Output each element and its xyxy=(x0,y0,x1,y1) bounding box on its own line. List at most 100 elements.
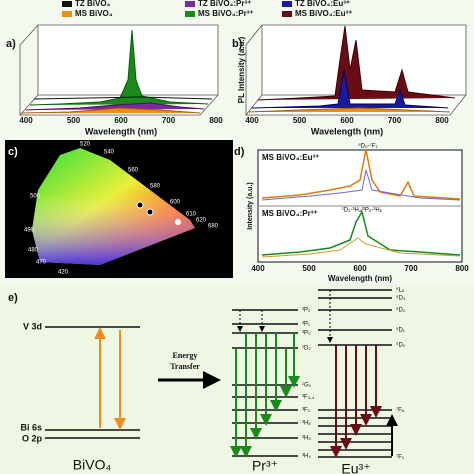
x-tick-label: 600 xyxy=(353,264,367,273)
wavelength-label: 560 xyxy=(128,168,139,174)
level-label: O 2p xyxy=(22,433,43,443)
annotation: Transfer xyxy=(170,362,200,371)
level-label: ³F₂ xyxy=(302,408,311,414)
cie-diagram xyxy=(32,148,195,265)
curve xyxy=(261,169,461,201)
curve xyxy=(261,210,461,256)
x-tick-label: 700 xyxy=(388,116,402,125)
series-label: MS BiVO₄:Pr³⁺ xyxy=(262,209,318,218)
wavelength-label: 470 xyxy=(36,260,47,266)
wavelength-label: 580 xyxy=(150,184,161,190)
wavelength-label: 480 xyxy=(28,248,39,254)
legend-swatch xyxy=(62,11,72,17)
x-tick-label: 500 xyxy=(67,116,81,125)
level-label: ⁵D₂ xyxy=(396,307,406,314)
level-label: ³H₆ xyxy=(302,421,311,427)
legend-label: MS BiVO₄:Eu³⁺ xyxy=(295,9,352,18)
panel-a xyxy=(19,24,219,116)
eu-levels xyxy=(318,289,392,458)
wavelength-label: 610 xyxy=(186,212,197,218)
wavelength-label: 500 xyxy=(30,194,41,200)
legend-swatch xyxy=(62,1,72,7)
level-label: ¹D₂ xyxy=(302,346,311,352)
y-axis-label: PL Intensity (a.u.) xyxy=(237,36,246,103)
panel-label: c) xyxy=(8,146,18,158)
legend-swatch xyxy=(185,11,195,17)
x-tick-label: 400 xyxy=(245,116,259,125)
legend-label: MS BiVO₄:Pr³⁺ xyxy=(198,9,254,18)
y-axis-label: Intensity (a.u.) xyxy=(247,182,254,229)
series-label: MS BiVO₄:Eu³⁺ xyxy=(262,153,319,162)
panel-d xyxy=(257,149,463,263)
panel-label: b) xyxy=(232,38,243,50)
x-tick-label: 500 xyxy=(293,116,307,125)
shape: TZ BiVO₄ TZ BiVO₄:Pr³⁺ TZ BiVO₄:Eu³⁺MS BiV… xyxy=(6,0,469,474)
level-label: ⁵D₀ xyxy=(396,342,406,349)
ion-name: Pr³⁺ xyxy=(252,458,278,474)
legend-label: TZ BiVO₄ xyxy=(75,0,111,8)
wavelength-label: 540 xyxy=(104,150,115,156)
panel-c xyxy=(5,140,233,278)
wavelength-label: 600 xyxy=(170,200,181,206)
wavelength-label: 620 xyxy=(196,218,207,224)
level-label: ⁵D₃ xyxy=(396,295,406,302)
legend-swatch xyxy=(282,1,292,7)
wavelength-label: 680 xyxy=(208,224,219,230)
legend-label: TZ BiVO₄:Eu³⁺ xyxy=(295,0,350,8)
level-label: ⁵D₁ xyxy=(396,327,405,334)
x-tick-label: 800 xyxy=(435,116,449,125)
x-axis-label: Wavelength (nm) xyxy=(311,126,383,136)
curve xyxy=(247,107,451,113)
panel-label: d) xyxy=(234,146,245,158)
level-label: ³P₁ xyxy=(302,322,310,328)
x-tick-label: 700 xyxy=(404,264,418,273)
x-tick-label: 400 xyxy=(251,264,265,273)
panel-label: a) xyxy=(6,38,16,50)
x-tick-label: 700 xyxy=(162,116,176,125)
level-label: ⁷F₆ xyxy=(396,407,405,414)
cie-point xyxy=(175,219,181,225)
cie-point xyxy=(136,201,144,209)
level-label: ³H₅ xyxy=(302,436,311,442)
annotation: ⁵D₀-⁷F₂ xyxy=(358,143,378,150)
level-label: Bi 6s xyxy=(20,422,42,432)
curve xyxy=(251,69,449,109)
plot-box xyxy=(19,24,219,116)
x-axis-label: Wavelength (nm) xyxy=(328,274,392,283)
legend-swatch xyxy=(282,11,292,17)
curve xyxy=(257,25,456,101)
level-label: ⁵L₆ xyxy=(396,287,405,294)
annotation: ¹D₂-³H₄/³P₀-³H₆ xyxy=(342,208,383,214)
curve xyxy=(25,102,205,111)
legend-label: TZ BiVO₄:Pr³⁺ xyxy=(198,0,251,8)
ion-name: BiVO₄ xyxy=(73,457,112,473)
level-label: ³F₃,₄ xyxy=(302,395,315,401)
ion-name: Eu³⁺ xyxy=(341,461,370,474)
curve xyxy=(21,107,201,114)
wavelength-label: 520 xyxy=(80,142,91,148)
panel-e xyxy=(45,289,398,458)
pr-levels xyxy=(230,309,300,458)
x-tick-label: 800 xyxy=(455,264,469,273)
level-label: ³H₄ xyxy=(302,454,311,460)
level-label: V 3d xyxy=(23,321,42,331)
wavelength-label: 420 xyxy=(58,270,69,276)
x-tick-label: 400 xyxy=(19,116,33,125)
plot-box xyxy=(245,24,263,115)
curve xyxy=(33,96,213,100)
curve xyxy=(261,149,461,200)
level-label: ⁷F₀ xyxy=(396,454,405,461)
cie-point xyxy=(146,208,154,216)
curve xyxy=(29,29,209,106)
legend xyxy=(62,1,292,17)
panel-label: e) xyxy=(8,292,18,304)
curve xyxy=(261,237,461,258)
level-label: ³P₀ xyxy=(302,331,311,337)
x-axis-label: Wavelength (nm) xyxy=(85,126,157,136)
x-tick-label: 600 xyxy=(340,116,354,125)
level-label: ³P₂ xyxy=(302,308,311,314)
x-tick-label: 600 xyxy=(114,116,128,125)
x-tick-label: 800 xyxy=(209,116,223,125)
wavelength-label: 490 xyxy=(24,228,35,234)
